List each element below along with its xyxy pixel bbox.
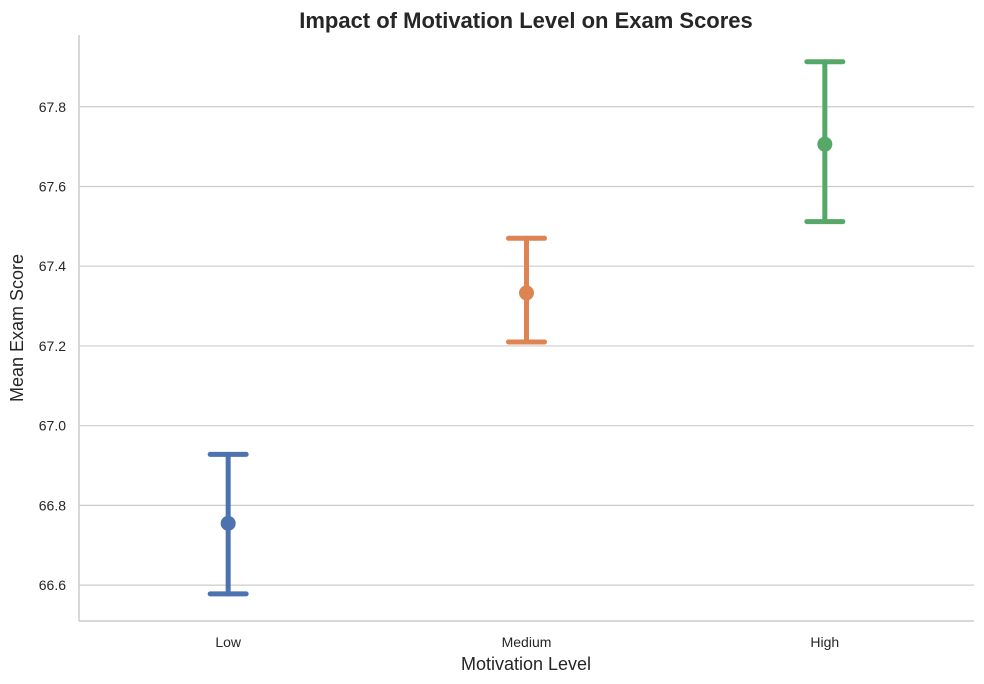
y-tick-label: 67.6 xyxy=(39,178,66,194)
y-tick-label: 67.8 xyxy=(39,99,66,115)
y-tick-label: 67.2 xyxy=(39,338,66,354)
x-tick-labels: Low Medium High xyxy=(215,634,839,650)
x-tick-label: High xyxy=(810,634,839,650)
mean-point xyxy=(519,285,534,301)
error-bar-group xyxy=(804,59,846,225)
mean-point xyxy=(817,136,833,152)
y-tick-label: 66.8 xyxy=(39,497,66,513)
mean-point xyxy=(220,515,236,531)
y-tick-label: 67.4 xyxy=(39,258,66,274)
y-tick-label: 67.0 xyxy=(39,418,66,434)
marks-layer xyxy=(207,59,846,597)
y-axis-label: Mean Exam Score xyxy=(7,254,27,402)
y-tick-labels: 66.6 66.8 67.0 67.2 67.4 67.6 67.8 xyxy=(39,99,66,593)
grid-layer xyxy=(79,106,974,586)
error-bar-group xyxy=(207,451,249,597)
chart-title: Impact of Motivation Level on Exam Score… xyxy=(299,8,753,33)
x-tick-label: Medium xyxy=(502,634,552,650)
y-tick-label: 66.6 xyxy=(39,577,66,593)
error-bar-group xyxy=(506,235,547,345)
x-axis-label: Motivation Level xyxy=(461,654,591,674)
x-tick-label: Low xyxy=(215,634,242,650)
